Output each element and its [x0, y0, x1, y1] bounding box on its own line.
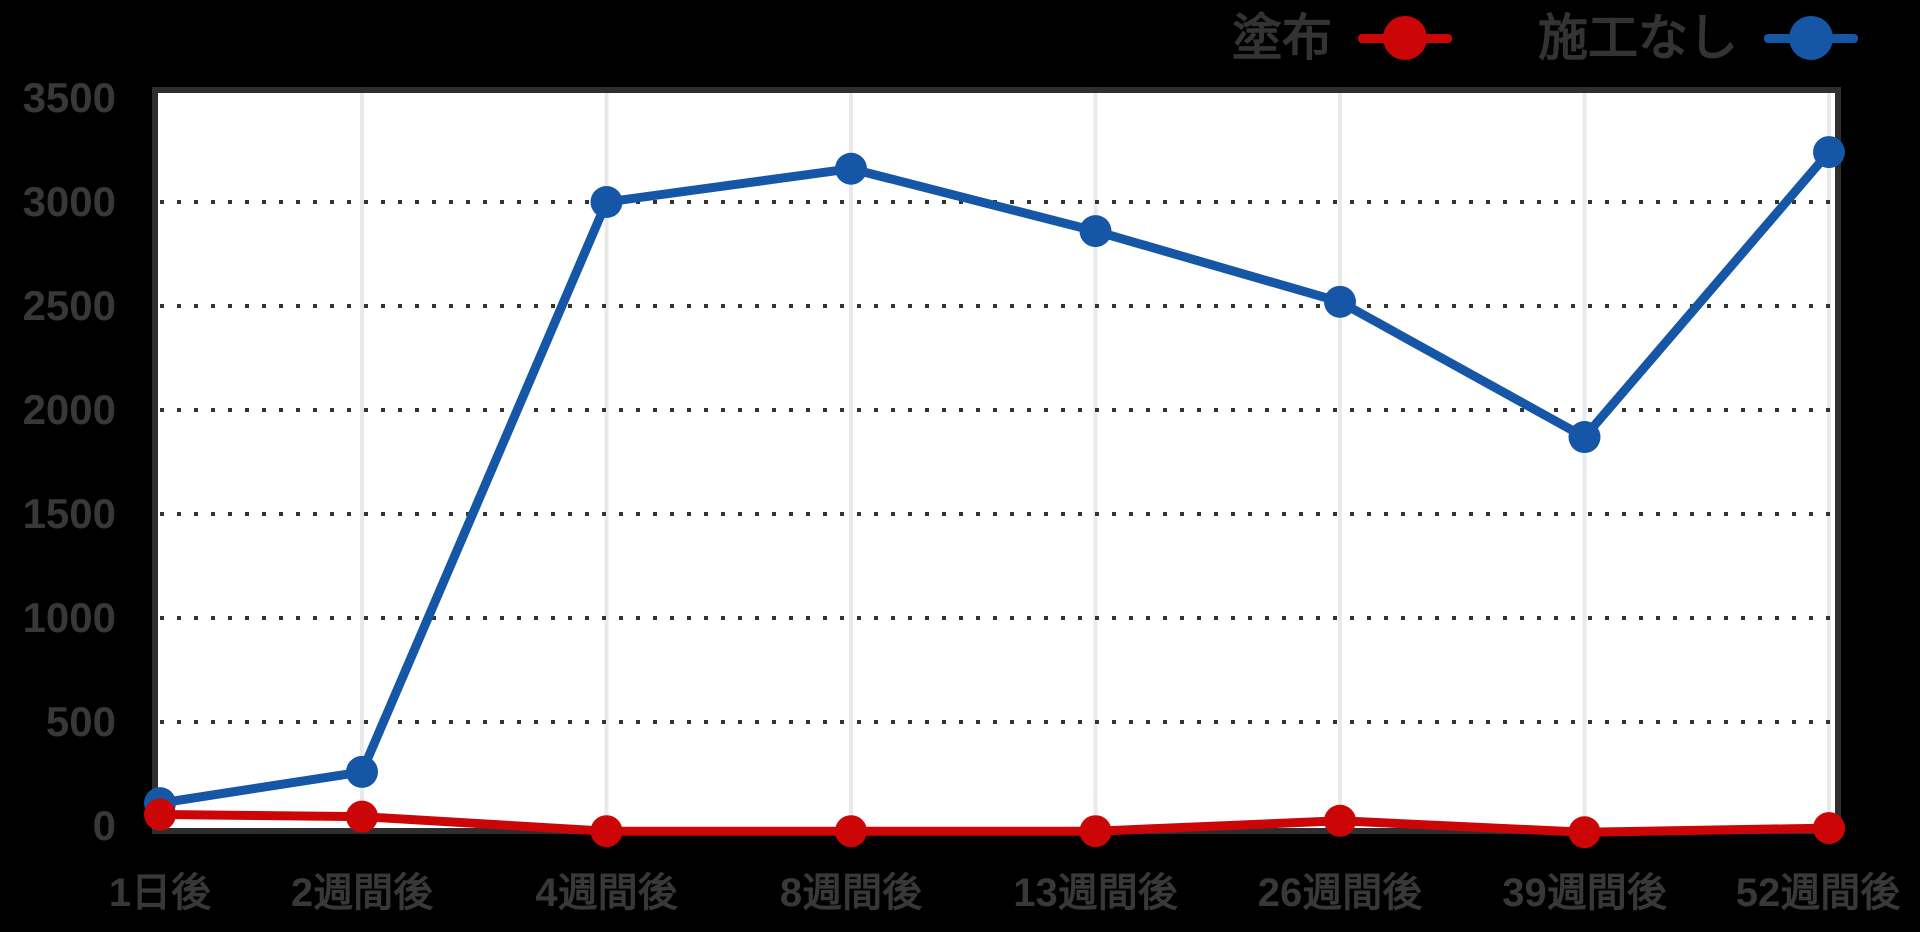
legend-item: 施工なし: [1538, 13, 1858, 63]
data-point-marker: [1324, 804, 1356, 837]
y-axis-tick-label: 0: [93, 802, 116, 849]
plot-area: [152, 87, 1841, 834]
legend-line-marker-icon: [1358, 14, 1452, 62]
x-axis-category-label: 8週間後: [780, 871, 923, 915]
y-axis-tick-label: 2500: [23, 282, 116, 329]
legend-line-marker-icon: [1764, 14, 1858, 62]
y-axis-tick-label: 2000: [23, 386, 116, 433]
data-point-marker: [346, 800, 378, 833]
y-axis-tick-label: 500: [46, 698, 116, 745]
y-axis-tick-label: 1500: [23, 490, 116, 537]
data-point-marker: [144, 798, 176, 831]
x-axis-category-label: 52週間後: [1736, 871, 1901, 915]
data-point-marker: [1079, 215, 1112, 248]
x-axis-category-label: 26週間後: [1258, 871, 1423, 915]
data-point-marker: [835, 815, 867, 848]
y-axis-tick-label: 3500: [23, 74, 116, 121]
data-point-marker: [1813, 812, 1845, 845]
data-point-marker: [590, 815, 623, 848]
x-axis-category-label: 4週間後: [535, 871, 678, 915]
y-axis-tick-label: 3000: [23, 178, 116, 225]
x-axis-category-label: 1日後: [109, 871, 212, 915]
x-axis-category-label: 13週間後: [1013, 871, 1178, 915]
y-axis-tick-label: 1000: [23, 594, 116, 641]
data-point-marker: [346, 755, 378, 788]
legend-item: 塗布: [1232, 13, 1452, 63]
data-point-marker: [590, 186, 623, 218]
data-point-marker: [835, 152, 867, 185]
data-point-marker: [1568, 816, 1601, 849]
series-line: [155, 147, 1834, 808]
series-line: [155, 810, 1834, 837]
data-point-marker: [1568, 421, 1601, 454]
x-axis-category-label: 39週間後: [1502, 871, 1667, 915]
chart-legend: 塗布 施工なし: [1232, 2, 1858, 74]
data-point-marker: [1079, 815, 1112, 848]
legend-label: 施工なし: [1538, 10, 1738, 66]
data-point-marker: [1813, 136, 1845, 169]
legend-label: 塗布: [1232, 10, 1332, 66]
data-point-marker: [1324, 285, 1356, 318]
x-axis-category-label: 2週間後: [291, 871, 434, 915]
